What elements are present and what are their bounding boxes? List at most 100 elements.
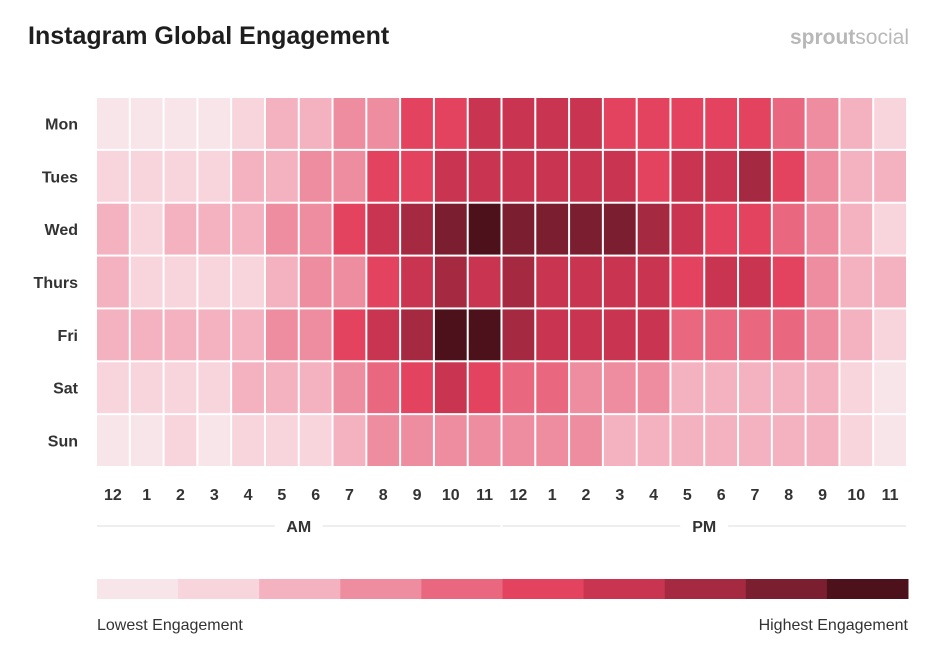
heatmap-cell-tues-16 (637, 150, 670, 202)
heatmap-cell-wed-19 (739, 203, 771, 255)
heatmap-cell-tues-7 (333, 150, 366, 202)
heatmap-cell-thurs-4 (232, 256, 264, 308)
heatmap-cell-fri-0 (97, 309, 129, 361)
heatmap-cell-mon-8 (367, 98, 400, 149)
heatmap-cell-wed-20 (772, 203, 805, 255)
heatmap-cell-sun-2 (164, 415, 197, 466)
heatmap-cell-sun-21 (806, 415, 839, 466)
heatmap-cell-sun-15 (603, 415, 636, 466)
heatmap-cell-fri-6 (299, 309, 332, 361)
column-label-18: 6 (717, 487, 726, 504)
legend-swatch-6 (583, 579, 666, 599)
heatmap-cell-sat-3 (198, 362, 231, 414)
period-label-bg-0 (274, 514, 323, 538)
heatmap-cell-thurs-1 (130, 256, 163, 308)
period-labels: AM PM (97, 514, 906, 538)
row-label-mon: Mon (45, 116, 78, 133)
column-label-2: 2 (176, 487, 185, 504)
heatmap-cell-sun-7 (333, 415, 366, 466)
sproutsocial-logo: sproutsocial (790, 26, 909, 50)
heatmap-cell-tues-2 (164, 150, 197, 202)
column-label-9: 9 (413, 487, 422, 504)
heatmap-cell-thurs-5 (265, 256, 298, 308)
heatmap-cell-thurs-22 (840, 256, 873, 308)
heatmap-cell-wed-15 (603, 203, 636, 255)
heatmap-cell-sun-0 (97, 415, 129, 466)
legend-high-label: Highest Engagement (758, 617, 908, 634)
column-label-5: 5 (277, 487, 286, 504)
heatmap-cell-sat-7 (333, 362, 366, 414)
heatmap-cell-thurs-17 (671, 256, 704, 308)
heatmap-cell-thurs-6 (299, 256, 332, 308)
column-label-0: 12 (104, 487, 122, 504)
heatmap-cell-wed-9 (401, 203, 433, 255)
column-label-4: 4 (244, 487, 253, 504)
heatmap-cell-sat-11 (468, 362, 501, 414)
heatmap-cell-fri-12 (502, 309, 535, 361)
column-label-16: 4 (649, 487, 658, 504)
column-label-11: 11 (476, 487, 493, 504)
heatmap-cell-sun-23 (874, 415, 906, 466)
heatmap-cell-fri-10 (434, 309, 467, 361)
heatmap-cell-mon-19 (739, 98, 771, 149)
column-label-23: 11 (882, 487, 899, 504)
heatmap-cell-tues-10 (434, 150, 467, 202)
heatmap-cell-fri-15 (603, 309, 636, 361)
heatmap-cell-wed-10 (434, 203, 467, 255)
legend-swatch-1 (178, 579, 260, 599)
column-label-10: 10 (442, 487, 460, 504)
heatmap-cell-tues-5 (265, 150, 298, 202)
heatmap-cell-wed-4 (232, 203, 264, 255)
heatmap-cell-mon-22 (840, 98, 873, 149)
heatmap-cell-mon-1 (130, 98, 163, 149)
heatmap-cell-thurs-16 (637, 256, 670, 308)
column-label-3: 3 (210, 487, 219, 504)
column-label-14: 2 (582, 487, 591, 504)
heatmap-cell-fri-14 (570, 309, 602, 361)
row-label-sat: Sat (53, 381, 79, 398)
heatmap-cell-sat-17 (671, 362, 704, 414)
heatmap-cell-sun-6 (299, 415, 332, 466)
heatmap-cell-tues-17 (671, 150, 704, 202)
heatmap-cell-thurs-15 (603, 256, 636, 308)
heatmap-cell-mon-9 (401, 98, 433, 149)
heatmap-cell-wed-11 (468, 203, 501, 255)
heatmap-cell-fri-9 (401, 309, 433, 361)
heatmap-cell-mon-14 (570, 98, 602, 149)
heatmap-cell-mon-6 (299, 98, 332, 149)
heatmap-cell-sat-22 (840, 362, 873, 414)
heatmap-cell-sat-5 (265, 362, 298, 414)
heatmap-cell-mon-2 (164, 98, 197, 149)
heatmap-cell-fri-8 (367, 309, 400, 361)
heatmap-cell-tues-21 (806, 150, 839, 202)
heatmap-cell-thurs-21 (806, 256, 839, 308)
heatmap-cell-sat-1 (130, 362, 163, 414)
heatmap-cell-sun-17 (671, 415, 704, 466)
logo-word-sprout: sprout (789, 26, 856, 49)
column-label-6: 6 (311, 487, 320, 504)
heatmap-cell-sat-0 (97, 362, 129, 414)
heatmap-cell-sat-9 (401, 362, 433, 414)
period-label-am: AM (286, 519, 311, 536)
heatmap-cell-wed-7 (333, 203, 366, 255)
heatmap-cell-mon-11 (468, 98, 501, 149)
column-label-1: 1 (142, 487, 151, 504)
heatmap-cell-tues-18 (705, 150, 738, 202)
legend-swatch-8 (745, 579, 828, 599)
chart-title: Instagram Global Engagement (28, 22, 390, 50)
heatmap-cell-thurs-0 (97, 256, 129, 308)
heatmap-cell-wed-2 (164, 203, 197, 255)
heatmap-cell-fri-4 (232, 309, 264, 361)
heatmap-cell-wed-23 (874, 203, 906, 255)
heatmap-cell-thurs-9 (401, 256, 433, 308)
heatmap-cell-sun-19 (739, 415, 771, 466)
heatmap-cell-tues-0 (97, 150, 129, 202)
heatmap-cell-sun-12 (502, 415, 535, 466)
heatmap-cell-tues-12 (502, 150, 535, 202)
heatmap-cell-mon-21 (806, 98, 839, 149)
column-label-15: 3 (615, 487, 624, 504)
heatmap-cell-fri-2 (164, 309, 197, 361)
heatmap-cell-sat-18 (705, 362, 738, 414)
heatmap-cell-thurs-10 (434, 256, 467, 308)
